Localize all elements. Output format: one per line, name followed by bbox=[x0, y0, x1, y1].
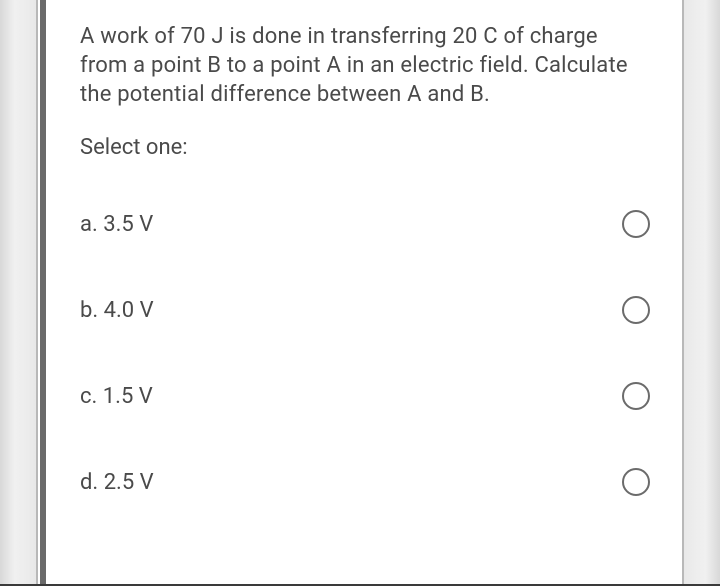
option-a-letter: a. bbox=[80, 212, 98, 237]
option-b-label: b. 4.0 V bbox=[80, 298, 154, 323]
question-text: A work of 70 J is done in transferring 2… bbox=[80, 22, 650, 109]
option-c-letter: c. bbox=[80, 384, 97, 409]
option-b-value: 4.0 V bbox=[104, 298, 154, 323]
option-b[interactable]: b. 4.0 V bbox=[80, 296, 650, 324]
left-shadow-strip bbox=[0, 0, 38, 586]
option-d-letter: d. bbox=[80, 470, 98, 495]
option-d-radio[interactable] bbox=[622, 468, 650, 496]
option-d-value: 2.5 V bbox=[104, 470, 154, 495]
option-c-label: c. 1.5 V bbox=[80, 384, 153, 409]
select-one-prompt: Select one: bbox=[80, 135, 650, 160]
option-c-radio[interactable] bbox=[622, 382, 650, 410]
option-d-label: d. 2.5 V bbox=[80, 470, 154, 495]
question-container: A work of 70 J is done in transferring 2… bbox=[80, 22, 650, 586]
option-a-label: a. 3.5 V bbox=[80, 212, 153, 237]
option-d[interactable]: d. 2.5 V bbox=[80, 468, 650, 496]
option-c-value: 1.5 V bbox=[103, 384, 153, 409]
option-a-value: 3.5 V bbox=[103, 212, 153, 237]
option-a[interactable]: a. 3.5 V bbox=[80, 210, 650, 238]
right-shadow-strip bbox=[682, 0, 720, 586]
option-b-radio[interactable] bbox=[622, 296, 650, 324]
option-a-radio[interactable] bbox=[622, 210, 650, 238]
left-accent-bar bbox=[40, 0, 46, 586]
option-b-letter: b. bbox=[80, 298, 98, 323]
option-c[interactable]: c. 1.5 V bbox=[80, 382, 650, 410]
